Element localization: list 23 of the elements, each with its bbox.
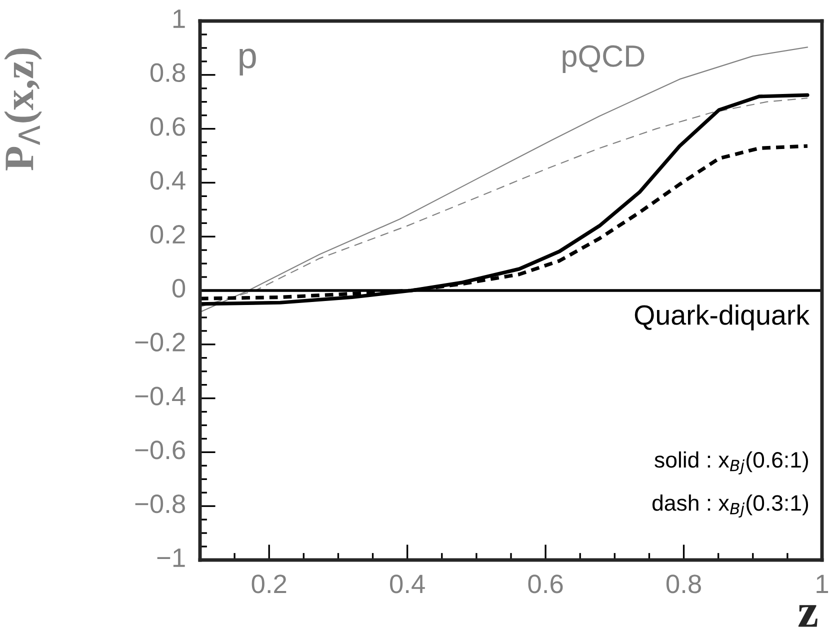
annotation: pQCD <box>562 45 644 73</box>
x-axis-title: z <box>798 605 818 627</box>
x-tick-label: 0.2 <box>252 574 286 594</box>
y-tick-label: −1 <box>157 548 185 567</box>
annotation: p <box>240 48 256 76</box>
y-tick-label: 0.6 <box>150 117 185 136</box>
y-tick-label: −0.4 <box>135 386 186 406</box>
x-tick-label: 0.8 <box>666 574 701 594</box>
x-tick-label: 0.6 <box>528 574 563 594</box>
y-tick-label: 1 <box>173 10 185 28</box>
y-tick-label: 0.2 <box>150 224 185 244</box>
y-tick-label: 0.8 <box>150 63 185 82</box>
annotation: Quark-diquark <box>634 304 810 330</box>
y-tick-label: 0 <box>172 278 186 298</box>
x-tick-label: 1 <box>816 574 828 594</box>
y-tick-label: −0.6 <box>135 440 185 460</box>
annotation: solid : x$_{Bj}$(0.6:1) <box>654 451 808 474</box>
y-axis-title: P$_{Λ}$(x,z) <box>4 48 42 170</box>
x-tick-label: 0.4 <box>390 574 425 594</box>
y-tick-label: −0.8 <box>135 494 185 514</box>
y-tick-label: −0.2 <box>135 332 185 352</box>
y-tick-label: 0.4 <box>150 171 186 190</box>
annotation: dash : x$_{Bj}$(0.3:1) <box>652 494 808 518</box>
